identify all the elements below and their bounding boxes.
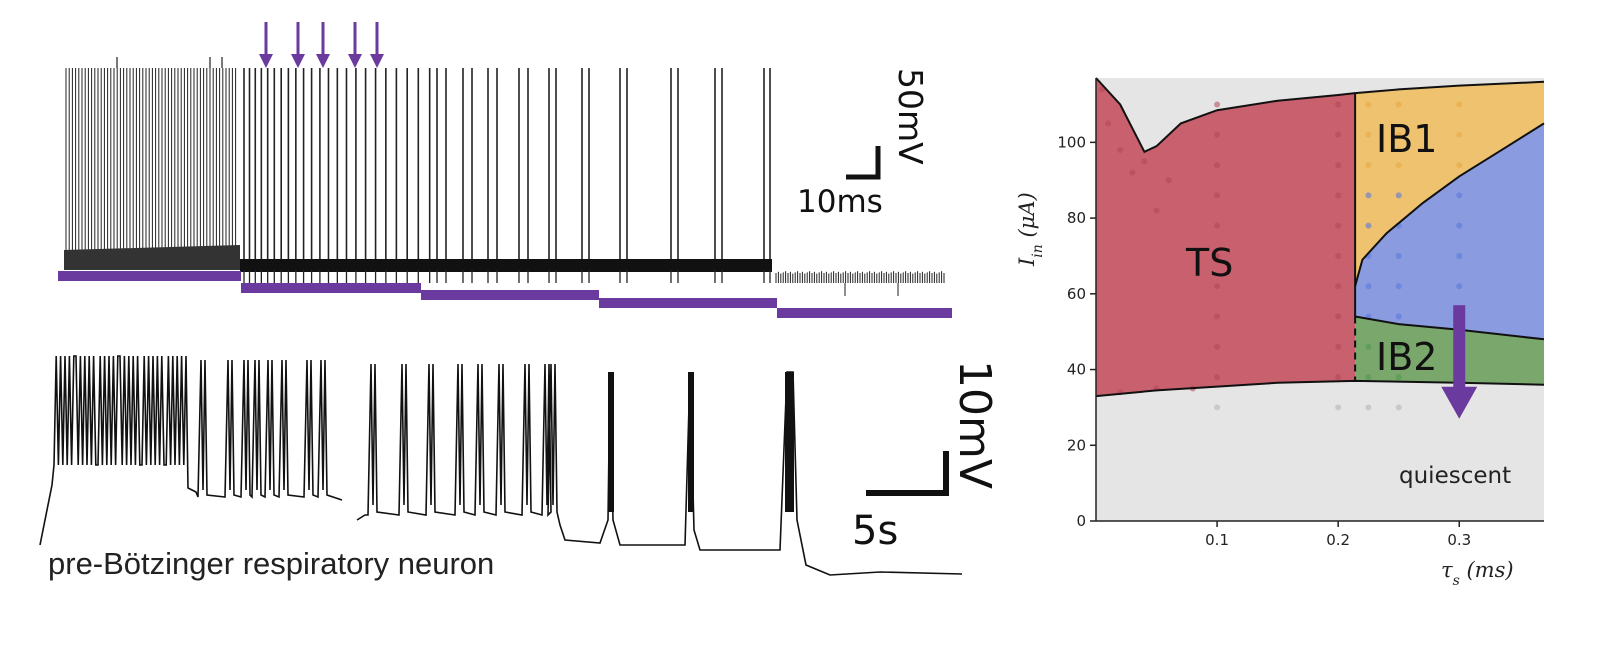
y-tick-label: 60 [1067,285,1086,303]
top-current-steps [58,271,952,318]
x-tick-label: 0.1 [1205,531,1229,549]
x-tick-label: 0.3 [1447,531,1471,549]
current-step [241,283,421,293]
axes [1095,78,1544,522]
figure-caption: pre-Bötzinger respiratory neuron [48,546,494,581]
trace-segment [356,363,963,576]
y-tick-label: 80 [1067,209,1086,227]
x-axis-label: τs (ms) [1441,558,1514,589]
region-ib2 [1355,316,1544,385]
bottom-scale-bar [866,451,949,496]
phase-diagram [1095,77,1545,521]
spike-arrow [370,22,384,68]
current-step [777,308,952,318]
x-tick-label: 0.2 [1326,531,1350,549]
top-spike-arrows [259,22,384,68]
phase-diagram-ticks: 0 20 40 60 80 100 0.1 0.2 0.3 [1057,78,1544,549]
region-label-ib1: IB1 [1376,117,1437,161]
bottom-voltage-trace [39,355,963,576]
spike-arrow [348,22,362,68]
region-ib1 [1355,81,1544,287]
top-scale-bar [846,146,881,180]
y-axis-label: Iin (μA) [1015,192,1046,267]
trace-baseline [240,259,772,272]
region-label-ib2: IB2 [1376,335,1437,379]
region-label-quiescent: quiescent [1399,463,1511,489]
top-spike-trace [64,57,945,296]
region-label-ts: TS [1185,241,1233,285]
spike-arrow [259,22,273,68]
y-tick-label: 100 [1057,133,1086,151]
trace-segment [39,355,343,546]
current-step [58,271,241,281]
top-scale-voltage: 50mV [891,68,930,165]
current-step [599,298,777,308]
top-scale-time: 10ms [797,184,883,220]
current-step [421,290,599,300]
bottom-scale-voltage: 10mV [949,360,1000,489]
region-unlabeled [1355,123,1544,340]
spike-arrow [291,22,305,68]
y-tick-label: 20 [1067,436,1086,454]
bottom-scale-time: 5s [852,508,898,554]
decrease-current-arrow [1441,305,1478,419]
y-tick-label: 40 [1067,361,1086,379]
trace-baseline [64,245,240,270]
region-ts [1096,78,1356,397]
y-tick-label: 0 [1076,512,1086,530]
spike-arrow [316,22,330,68]
